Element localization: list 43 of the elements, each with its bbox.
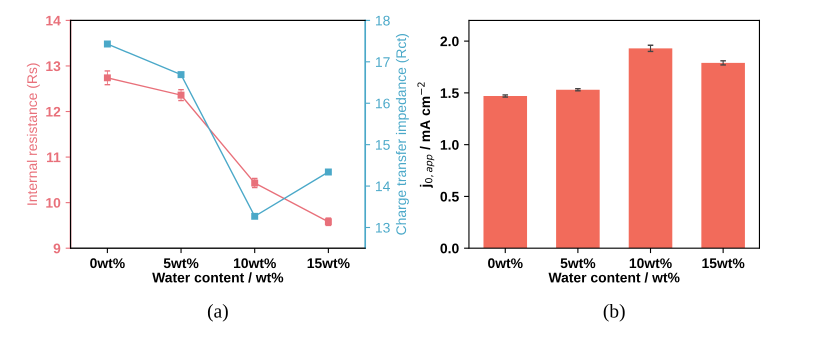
y2-tick-label: 15: [376, 140, 390, 150]
bar: [483, 96, 528, 248]
y-tick-label: 11: [47, 152, 60, 162]
x-tick-label: 0wt%: [488, 258, 523, 268]
y-tick-label: 12: [46, 106, 60, 117]
y-tick-label: 9: [54, 244, 60, 254]
x-tick-label: 15wt%: [702, 258, 744, 268]
y-axis-title: j$_{0,app}$ / mA cm$^{−2}$: [417, 82, 434, 188]
point: [104, 40, 111, 48]
x-tick-label: 10wt%: [630, 258, 672, 268]
y2-tick-label: 13: [376, 222, 390, 233]
x-tick-label: 10wt%: [234, 258, 276, 268]
y-tick-label: 0.0: [440, 244, 459, 254]
y2-tick-label: 18: [376, 16, 390, 26]
y-tick-label: 14: [46, 16, 61, 26]
y-tick-label: 1.0: [440, 140, 459, 150]
y-tick-label: 2.0: [440, 36, 459, 46]
point: [178, 71, 185, 78]
y2-tick-label: 14: [376, 182, 390, 192]
x-tick-label: 15wt%: [308, 258, 350, 268]
point: [324, 168, 332, 176]
text: (a): [208, 304, 228, 322]
y2-tick-label: 16: [376, 98, 390, 108]
x-axis-title: Water content / wt%: [152, 272, 284, 283]
y-axis-title: Internal resistance (Rs): [26, 63, 40, 205]
x-axis-title: Water content / wt%: [548, 272, 680, 283]
y2-tick-label: 17: [376, 57, 390, 67]
bar: [556, 90, 600, 248]
x-tick-label: 0wt%: [90, 258, 125, 268]
point: [251, 180, 258, 187]
y-tick-label: 1.5: [440, 88, 459, 98]
point: [178, 92, 185, 99]
point: [104, 74, 111, 82]
x-tick-label: 5wt%: [560, 258, 596, 268]
x-tick-label: 5wt%: [164, 258, 198, 268]
bar: [701, 62, 745, 248]
point: [251, 212, 258, 220]
bar: [628, 48, 672, 248]
y2-axis-title: Charge transfer impedance (Rct): [396, 34, 409, 235]
text: (b): [604, 304, 625, 322]
y-tick-label: 10: [46, 198, 60, 208]
y-tick-label: 13: [46, 61, 60, 72]
y-tick-label: 0.5: [440, 192, 459, 202]
